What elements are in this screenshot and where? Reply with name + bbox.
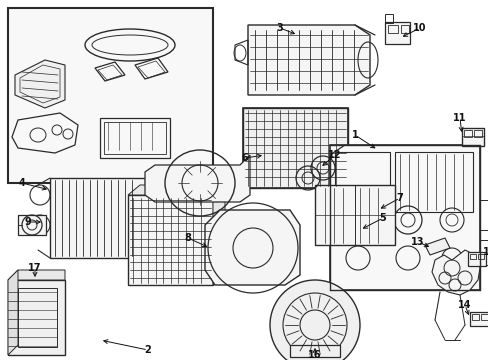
Bar: [477, 254, 483, 259]
Polygon shape: [8, 280, 65, 355]
Bar: [314, 185, 394, 245]
Bar: [463, 130, 471, 137]
Text: 9: 9: [24, 217, 31, 227]
Polygon shape: [145, 155, 249, 202]
Bar: [469, 312, 488, 326]
Bar: [289, 345, 339, 357]
Bar: [329, 145, 479, 290]
Bar: [467, 252, 485, 266]
Text: 1: 1: [351, 130, 358, 140]
Bar: [471, 314, 478, 320]
Bar: [384, 14, 392, 23]
Text: 12: 12: [327, 150, 341, 160]
Text: 4: 4: [19, 178, 25, 188]
Text: 11: 11: [452, 113, 466, 123]
Polygon shape: [247, 25, 369, 95]
Polygon shape: [431, 250, 479, 295]
Text: 15: 15: [482, 247, 488, 257]
Text: 8: 8: [184, 233, 191, 243]
Bar: [334, 152, 389, 212]
Bar: [394, 152, 472, 212]
Text: 3: 3: [276, 23, 283, 33]
Bar: [100, 118, 170, 158]
Bar: [104, 122, 165, 154]
Text: 17: 17: [28, 263, 41, 273]
Text: 6: 6: [241, 153, 248, 163]
Polygon shape: [15, 60, 65, 108]
Bar: [384, 22, 409, 44]
Text: 5: 5: [379, 213, 386, 223]
Text: 13: 13: [410, 237, 424, 247]
Bar: [480, 314, 487, 320]
Bar: [18, 215, 46, 235]
Bar: [469, 254, 475, 259]
Ellipse shape: [269, 280, 359, 360]
Bar: [461, 128, 483, 146]
Bar: [8, 8, 213, 183]
Polygon shape: [424, 238, 449, 255]
Bar: [400, 25, 408, 33]
Bar: [473, 130, 481, 137]
Polygon shape: [213, 185, 224, 285]
Bar: [387, 25, 397, 33]
Polygon shape: [204, 210, 299, 285]
Bar: [479, 200, 488, 230]
Bar: [50, 178, 145, 258]
Text: 10: 10: [412, 23, 426, 33]
Text: 2: 2: [144, 345, 151, 355]
Polygon shape: [8, 270, 18, 355]
Bar: [243, 108, 347, 188]
Text: 14: 14: [457, 300, 471, 310]
Text: 7: 7: [396, 193, 403, 203]
Text: 16: 16: [307, 350, 321, 360]
Polygon shape: [128, 185, 224, 195]
Polygon shape: [8, 270, 65, 280]
Bar: [243, 108, 347, 188]
Bar: [479, 240, 488, 265]
Bar: [128, 195, 213, 285]
